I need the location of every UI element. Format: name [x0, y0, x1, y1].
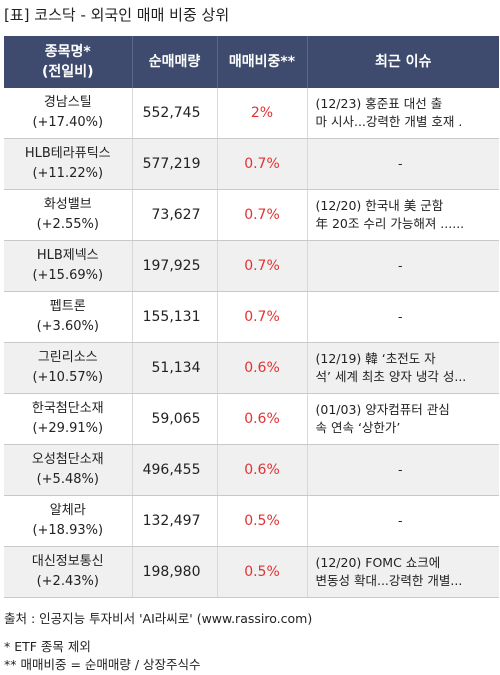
table-row: 알체라 (+18.93%) 132,497 0.5% -: [4, 495, 499, 547]
stock-name-cell: 경남스틸 (+17.40%): [4, 88, 133, 139]
stock-name: HLB테라퓨틱스: [24, 146, 111, 161]
trade-ratio: 0.6%: [217, 393, 308, 445]
stock-change: (+17.40%): [32, 115, 104, 130]
recent-issue-cell: -: [307, 138, 499, 190]
foreign-trading-table: 종목명* (전일비) 순매매량 매매비중** 최근 이슈 경남스틸 (+17.4…: [4, 36, 499, 598]
stock-name: 화성밸브: [43, 197, 92, 212]
footnote-etf: * ETF 종목 제외: [4, 639, 91, 654]
table-row: HLB제넥스 (+15.69%) 197,925 0.7% -: [4, 240, 499, 292]
issue-line-1: -: [397, 156, 403, 171]
page-title: [표] 코스닥 - 외국인 매매 비중 상위: [4, 6, 230, 24]
table-row: 그린리소스 (+10.57%) 51,134 0.6% (12/19) 韓 ‘초…: [4, 342, 499, 394]
net-volume: 155,131: [132, 291, 218, 343]
recent-issue-cell: (12/20) 한국내 美 군함 年 20조 수리 가능해져 ......: [307, 189, 499, 241]
issue-line-1: -: [397, 258, 403, 273]
issue-line-1: (12/20) FOMC 쇼크에: [315, 555, 441, 570]
stock-name-cell: HLB제넥스 (+15.69%): [4, 240, 133, 292]
net-volume: 51,134: [132, 342, 218, 394]
recent-issue-cell: -: [307, 495, 499, 547]
table-row: 오성첨단소재 (+5.48%) 496,455 0.6% -: [4, 444, 499, 496]
stock-name-cell: 그린리소스 (+10.57%): [4, 342, 133, 394]
stock-change: (+2.55%): [36, 217, 99, 232]
net-volume: 552,745: [132, 88, 218, 139]
table-row: 경남스틸 (+17.40%) 552,745 2% (12/23) 홍준표 대선…: [4, 88, 499, 139]
header-net-volume: 순매매량: [132, 36, 218, 88]
trade-ratio: 0.5%: [217, 495, 308, 547]
recent-issue-cell: -: [307, 444, 499, 496]
stock-name-cell: 화성밸브 (+2.55%): [4, 189, 133, 241]
trade-ratio: 2%: [217, 88, 308, 139]
stock-change: (+29.91%): [32, 421, 104, 436]
net-volume: 577,219: [132, 138, 218, 190]
issue-line-1: (12/23) 홍준표 대선 출: [315, 96, 443, 111]
issue-line-2: 석’ 세계 최초 양자 냉각 성...: [315, 369, 467, 384]
stock-change: (+15.69%): [32, 268, 104, 283]
issue-line-2: 年 20조 수리 가능해져 ......: [315, 216, 465, 231]
issue-line-1: (12/20) 한국내 美 군함: [315, 198, 444, 213]
trade-ratio: 0.7%: [217, 138, 308, 190]
stock-change: (+18.93%): [32, 523, 104, 538]
issue-line-2: 마 시사...강력한 개별 호재 .: [315, 114, 463, 129]
stock-change: (+11.22%): [32, 166, 104, 181]
issue-line-2: 변동성 확대...강력한 개별...: [315, 573, 463, 588]
table-header-row: 종목명* (전일비) 순매매량 매매비중** 최근 이슈: [4, 36, 499, 88]
stock-name-cell: 펩트론 (+3.60%): [4, 291, 133, 343]
stock-change: (+2.43%): [36, 574, 99, 589]
header-change-label: (전일비): [42, 64, 94, 80]
stock-change: (+10.57%): [32, 370, 104, 385]
stock-name-cell: 대신정보통신 (+2.43%): [4, 546, 133, 598]
issue-line-1: (12/19) 韓 ‘초전도 자: [315, 351, 436, 366]
header-stock-name: 종목명* (전일비): [4, 36, 133, 88]
recent-issue-cell: (12/20) FOMC 쇼크에 변동성 확대...강력한 개별...: [307, 546, 499, 598]
stock-name: 대신정보통신: [31, 554, 104, 569]
stock-name: 한국첨단소재: [31, 401, 104, 416]
source-note: 출처 : 인공지능 투자비서 'AI라씨로' (www.rassiro.com): [4, 611, 313, 626]
stock-name: 펩트론: [49, 299, 86, 314]
stock-name-cell: HLB테라퓨틱스 (+11.22%): [4, 138, 133, 190]
trade-ratio: 0.7%: [217, 291, 308, 343]
net-volume: 132,497: [132, 495, 218, 547]
trade-ratio: 0.6%: [217, 444, 308, 496]
table-row: 펩트론 (+3.60%) 155,131 0.7% -: [4, 291, 499, 343]
stock-name: 경남스틸: [43, 95, 92, 110]
footnote-ratio: ** 매매비중 = 순매매량 / 상장주식수: [4, 657, 201, 672]
net-volume: 198,980: [132, 546, 218, 598]
header-trade-ratio: 매매비중**: [217, 36, 308, 88]
issue-line-1: -: [397, 513, 403, 528]
table-row: HLB테라퓨틱스 (+11.22%) 577,219 0.7% -: [4, 138, 499, 190]
stock-name-cell: 한국첨단소재 (+29.91%): [4, 393, 133, 445]
table-row: 화성밸브 (+2.55%) 73,627 0.7% (12/20) 한국내 美 …: [4, 189, 499, 241]
recent-issue-cell: (12/19) 韓 ‘초전도 자 석’ 세계 최초 양자 냉각 성...: [307, 342, 499, 394]
stock-change: (+3.60%): [36, 319, 99, 334]
stock-name: 그린리소스: [37, 350, 98, 365]
stock-name: 오성첨단소재: [31, 452, 104, 467]
trade-ratio: 0.7%: [217, 189, 308, 241]
issue-line-1: -: [397, 309, 403, 324]
stock-name: HLB제넥스: [36, 248, 99, 263]
table-row: 대신정보통신 (+2.43%) 198,980 0.5% (12/20) FOM…: [4, 546, 499, 598]
header-recent-issue: 최근 이슈: [307, 36, 499, 88]
net-volume: 496,455: [132, 444, 218, 496]
stock-name: 알체라: [49, 503, 86, 518]
recent-issue-cell: (01/03) 양자컴퓨터 관심 속 연속 ‘상한가’: [307, 393, 499, 445]
issue-line-1: -: [397, 462, 403, 477]
trade-ratio: 0.6%: [217, 342, 308, 394]
issue-line-1: (01/03) 양자컴퓨터 관심: [315, 402, 450, 417]
recent-issue-cell: -: [307, 240, 499, 292]
net-volume: 59,065: [132, 393, 218, 445]
net-volume: 197,925: [132, 240, 218, 292]
stock-name-cell: 알체라 (+18.93%): [4, 495, 133, 547]
issue-line-2: 속 연속 ‘상한가’: [315, 420, 401, 435]
recent-issue-cell: -: [307, 291, 499, 343]
recent-issue-cell: (12/23) 홍준표 대선 출 마 시사...강력한 개별 호재 .: [307, 88, 499, 139]
stock-name-cell: 오성첨단소재 (+5.48%): [4, 444, 133, 496]
stock-change: (+5.48%): [36, 472, 99, 487]
header-stock-name-label: 종목명*: [44, 44, 91, 60]
trade-ratio: 0.5%: [217, 546, 308, 598]
trade-ratio: 0.7%: [217, 240, 308, 292]
net-volume: 73,627: [132, 189, 218, 241]
table-row: 한국첨단소재 (+29.91%) 59,065 0.6% (01/03) 양자컴…: [4, 393, 499, 445]
